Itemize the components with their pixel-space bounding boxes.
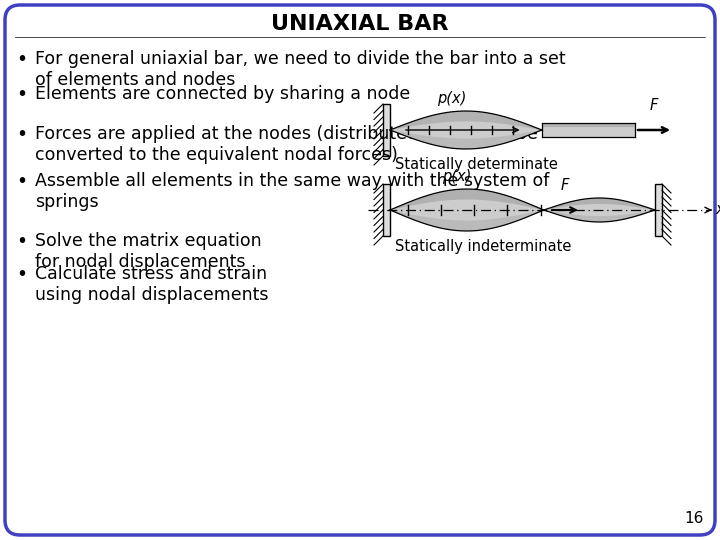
Text: •: • [17,85,27,104]
Bar [383,184,390,236]
Text: Elements are connected by sharing a node: Elements are connected by sharing a node [35,85,410,103]
Text: •: • [17,125,27,144]
Text: •: • [17,265,27,284]
Bar [383,104,390,156]
Text: F: F [561,179,569,193]
Text: For general uniaxial bar, we need to divide the bar into a set
of elements and n: For general uniaxial bar, we need to div… [35,50,566,89]
FancyBboxPatch shape [5,5,715,535]
Text: x: x [715,202,720,218]
Text: Statically determinate: Statically determinate [395,157,558,172]
Text: Solve the matrix equation
for nodal displacements: Solve the matrix equation for nodal disp… [35,232,261,271]
Text: UNIAXIAL BAR: UNIAXIAL BAR [271,14,449,34]
Text: Statically indeterminate: Statically indeterminate [395,239,572,254]
Text: •: • [17,50,27,69]
Text: Forces are applied at the nodes (distributed load must be
converted to the equiv: Forces are applied at the nodes (distrib… [35,125,538,164]
Text: Assemble all elements in the same way with the system of
springs: Assemble all elements in the same way wi… [35,172,549,211]
Text: •: • [17,172,27,191]
Text: •: • [17,232,27,251]
Text: 16: 16 [685,511,704,526]
Text: p(x): p(x) [441,169,471,184]
Text: Calculate stress and strain
using nodal displacements: Calculate stress and strain using nodal … [35,265,269,304]
Text: p(x): p(x) [436,91,466,106]
Text: F: F [650,98,658,113]
Bar [655,184,662,236]
